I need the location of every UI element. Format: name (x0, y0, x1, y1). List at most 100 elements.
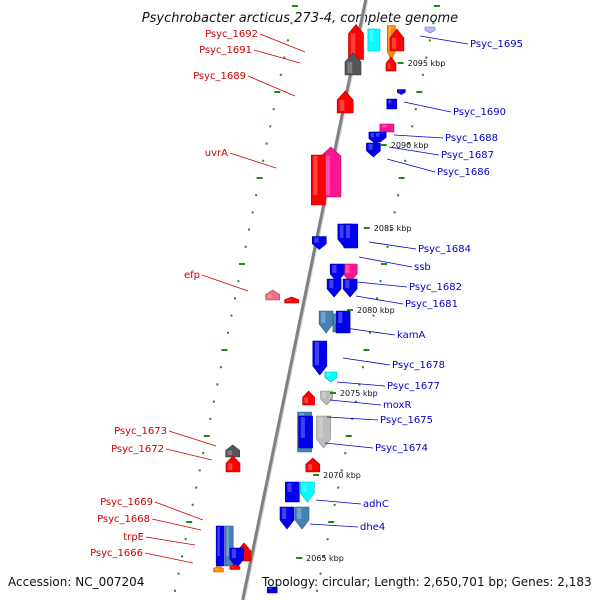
gene-label-Psyc_1675: Psyc_1675 (380, 415, 433, 426)
leader-Psyc_1690 (403, 101, 452, 113)
leader-Psyc_1682 (356, 281, 408, 288)
gene-Psyc_1689 (336, 90, 354, 114)
gene-label-adhC: adhC (363, 499, 389, 510)
gene-unlabeled (229, 564, 241, 570)
leader-Psyc_1692 (259, 33, 306, 53)
gene-sheen (368, 144, 373, 150)
leader-efp (201, 274, 249, 292)
gene-unlabeled (329, 263, 345, 283)
gene-Psyc_1690 (386, 98, 398, 110)
leader-Psyc_1687 (388, 146, 440, 156)
gene-unlabeled (266, 586, 278, 594)
gene-efp (265, 289, 280, 301)
gene-sheen (339, 225, 345, 238)
gene-sheen (338, 312, 343, 323)
leader-layer (144, 33, 469, 564)
gene-dhe4 (294, 506, 310, 530)
tick-layer (174, 5, 440, 592)
gene-unlabeled (284, 296, 299, 304)
gene-sheen (326, 373, 331, 377)
leader-adhC (315, 499, 362, 505)
gene-unlabeled (335, 310, 351, 334)
gene-sheen (268, 588, 272, 590)
gene-Psyc_1669 (215, 525, 225, 567)
gene-unlabeled (397, 89, 406, 95)
gene-sheen (369, 30, 374, 41)
gene-sheen (228, 463, 233, 470)
kbp-label: 2095 kbp (408, 59, 446, 68)
gene-label-Psyc_1686: Psyc_1686 (437, 167, 490, 178)
gene-sheen (382, 125, 387, 128)
kbp-label: 2065 kbp (306, 554, 344, 563)
topology-summary: Topology: circular; Length: 2,650,701 bp… (261, 575, 592, 589)
gene-sheen (217, 527, 220, 556)
leader-Psyc_1674 (324, 442, 374, 449)
gene-sheen (347, 62, 353, 73)
gene-unlabeled (298, 415, 313, 449)
gene-sheen (345, 280, 350, 288)
gene-unlabeled (285, 481, 300, 503)
gene-adhC (300, 481, 315, 503)
gene-label-dhe4: dhe4 (360, 522, 385, 533)
gene-sheen (297, 508, 302, 519)
gene-label-Psyc_1684: Psyc_1684 (418, 244, 471, 255)
gene-sheen (304, 397, 308, 403)
gene-moxR (320, 390, 333, 406)
gene-label-trpE: trpE (123, 532, 144, 543)
kbp-label: 2075 kbp (340, 389, 378, 398)
gene-label-Psyc_1674: Psyc_1674 (375, 443, 428, 454)
map-title: Psychrobacter arcticus 273-4, complete g… (142, 11, 458, 26)
gene-unlabeled (229, 547, 245, 569)
gene-sheen (322, 392, 326, 398)
leader-moxR (329, 399, 382, 406)
leader-trpE (145, 536, 196, 546)
leader-Psyc_1666 (144, 552, 194, 564)
label-layer: Psyc_1695 Psyc_1692 Psyc_1691 Psyc_1690 Psyc… (90, 29, 523, 559)
gene-Psyc_1686 (366, 142, 381, 158)
gene-sheen (215, 568, 219, 570)
leader-Psyc_1673 (168, 430, 217, 447)
gene-sheen (329, 280, 334, 288)
gene-Psyc_1691 (344, 52, 362, 76)
gene-sheen (345, 225, 351, 238)
leader-Psyc_1675 (326, 416, 379, 421)
gene-label-Psyc_1692: Psyc_1692 (205, 29, 258, 40)
gene-Psyc_1682 (342, 278, 358, 298)
gene-unlabeled (311, 154, 326, 206)
gene-label-Psyc_1689: Psyc_1689 (193, 71, 246, 82)
gene-sheen (332, 265, 337, 273)
gene-unlabeled (326, 278, 342, 298)
gene-sheen (350, 33, 356, 58)
gene-layer (213, 24, 436, 594)
gene-label-Psyc_1677: Psyc_1677 (387, 381, 440, 392)
gene-unlabeled (373, 131, 387, 143)
gene-label-Psyc_1666: Psyc_1666 (90, 548, 143, 559)
gene-label-ssb: ssb (414, 262, 431, 273)
kbp-label: 2080 kbp (357, 306, 395, 315)
gene-sheen (387, 63, 391, 69)
gene-sheen (286, 299, 291, 301)
leader-Psyc_1686 (386, 158, 436, 173)
gene-Psyc_1688 (379, 123, 395, 133)
gene-label-Psyc_1681: Psyc_1681 (405, 299, 458, 310)
gene-sheen (267, 294, 272, 298)
gene-unlabeled (343, 223, 359, 249)
gene-label-Psyc_1673: Psyc_1673 (114, 426, 167, 437)
gene-label-efp: efp (184, 270, 200, 281)
gene-sheen (345, 265, 350, 273)
gene-kamA (318, 310, 334, 334)
gene-label-Psyc_1669: Psyc_1669 (100, 497, 153, 508)
gene-sheen (388, 100, 392, 104)
gene-sheen (231, 566, 235, 568)
leader-Psyc_1677 (336, 381, 386, 387)
gene-Psyc_1692 (348, 24, 364, 60)
gene-sheen (375, 133, 380, 137)
gene-sheen (300, 417, 305, 438)
gene-label-Psyc_1668: Psyc_1668 (97, 514, 150, 525)
leader-uvrA (229, 152, 277, 169)
gene-unlabeled (302, 390, 315, 406)
leader-ssb (358, 256, 413, 268)
gene-unlabeled (389, 28, 405, 52)
